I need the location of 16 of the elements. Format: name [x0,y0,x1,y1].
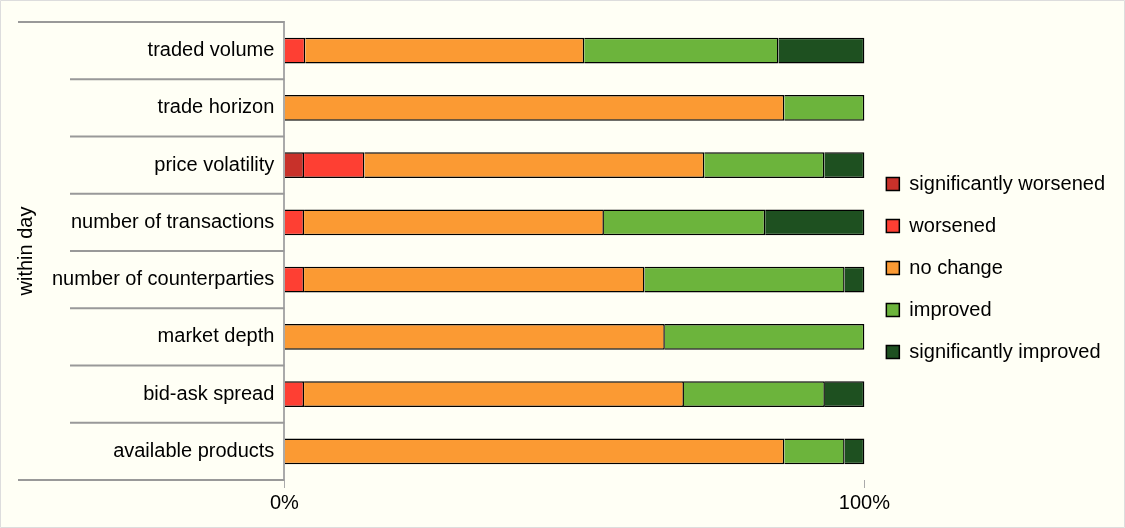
legend-label: worsened [908,213,997,236]
y-tick-label: price volatility [154,152,275,175]
y-tick-label: trade horizon [157,95,275,118]
y-tick-label: available products [113,438,275,461]
x-tick-label: 0% [269,490,300,513]
legend-label: no change [909,255,1003,278]
y-tick-label: number of transactions [70,209,275,232]
legend-label: improved [909,297,992,320]
y-axis-title: within day [13,206,36,297]
legend-label: significantly worsened [909,171,1105,194]
y-tick-label: market depth [157,324,275,347]
x-tick-label: 100% [838,490,891,513]
y-tick-label: number of counterparties [52,267,275,290]
legend-label: significantly improved [909,339,1101,362]
y-tick-label: traded volume [147,38,275,61]
y-tick-label: bid-ask spread [143,381,275,404]
